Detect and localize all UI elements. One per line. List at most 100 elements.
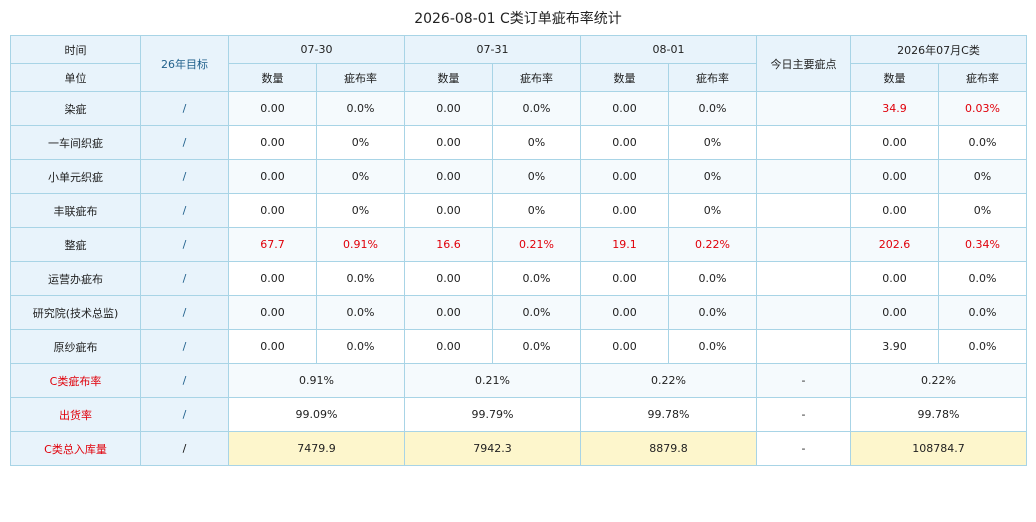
table-row: 整疵/67.7 0.91% 16.6 0.21% 19.1 0.22% 202.6 0.34% — [10, 227, 1028, 262]
qty-cell: 0.00 — [580, 159, 669, 194]
header-row-time: 时间 26年目标 07-30 07-31 08-01 今日主要疵点 2026年0… — [10, 35, 1028, 92]
table-row: 一车间织疵/0.00 0% 0.00 0% 0.00 0% 0.00 0.0% — [10, 125, 1028, 160]
key-points-cell — [756, 227, 851, 262]
key-points-cell — [756, 295, 851, 330]
key-points-cell — [756, 159, 851, 194]
summary-value-cell: 0.21% — [404, 363, 581, 398]
qty-cell: 0.00 — [404, 91, 493, 126]
qty-cell: 0.00 — [580, 329, 669, 364]
rate-cell: 0% — [492, 159, 581, 194]
month-rate-cell: 0.0% — [937, 329, 1028, 364]
unit-header: 单位 — [10, 63, 141, 92]
rate-cell: 0.0% — [492, 295, 581, 330]
key-points-header: 今日主要疵点 — [756, 35, 851, 92]
target-cell: / — [140, 227, 229, 262]
month-qty-cell: 202.6 — [850, 227, 939, 262]
qty-cell: 0.00 — [228, 125, 317, 160]
row-label: 研究院(技术总监) — [10, 295, 141, 330]
month-rate-cell: 0.0% — [937, 125, 1028, 160]
date-header-2: 07-31 — [404, 35, 581, 64]
qty-cell: 0.00 — [580, 91, 669, 126]
target-header: 26年目标 — [140, 35, 229, 92]
qty-cell: 0.00 — [228, 261, 317, 296]
target-cell: / — [140, 261, 229, 296]
month-rate-cell: 0% — [937, 159, 1028, 194]
time-header: 时间 — [10, 35, 141, 64]
month-summary-cell: 99.78% — [849, 397, 1028, 432]
qty-cell: 0.00 — [404, 159, 493, 194]
qty-header: 数量 — [404, 63, 493, 92]
qty-header: 数量 — [228, 63, 317, 92]
rate-cell: 0% — [316, 193, 405, 228]
qty-cell: 0.00 — [228, 91, 317, 126]
row-label: 丰联疵布 — [10, 193, 141, 228]
row-label: 一车间织疵 — [10, 125, 141, 160]
month-summary-cell: 108784.7 — [849, 431, 1028, 466]
rate-cell: 0.0% — [492, 329, 581, 364]
summary-value-cell: 99.78% — [580, 397, 757, 432]
summary-label: C类总入库量 — [10, 431, 141, 466]
rate-cell: 0.21% — [492, 227, 581, 262]
rate-cell: 0.0% — [668, 91, 757, 126]
row-label: 小单元织疵 — [10, 159, 141, 194]
rate-cell: 0.22% — [668, 227, 757, 262]
rate-cell: 0.91% — [316, 227, 405, 262]
row-label: 运营办疵布 — [10, 261, 141, 296]
summary-value-cell: 99.79% — [404, 397, 581, 432]
summary-row: C类总入库量/7479.9 7942.3 8879.8-108784.7 — [10, 431, 1028, 466]
target-cell: / — [140, 91, 229, 126]
qty-cell: 67.7 — [228, 227, 317, 262]
date-header-3: 08-01 — [580, 35, 757, 64]
key-points-cell: - — [756, 397, 851, 432]
rate-cell: 0.0% — [668, 261, 757, 296]
qty-cell: 0.00 — [580, 261, 669, 296]
row-label: 原纱疵布 — [10, 329, 141, 364]
rate-cell: 0.0% — [316, 329, 405, 364]
month-summary-cell: 0.22% — [849, 363, 1028, 398]
qty-cell: 16.6 — [404, 227, 493, 262]
qty-cell: 0.00 — [228, 193, 317, 228]
summary-value-cell: 0.91% — [228, 363, 405, 398]
qty-cell: 0.00 — [228, 295, 317, 330]
qty-cell: 0.00 — [404, 125, 493, 160]
target-cell: / — [140, 125, 229, 160]
summary-value-cell: 99.09% — [228, 397, 405, 432]
header-row-unit: 单位 数量 疵布率 数量 疵布率 数量 疵布率 数量 疵布率 — [10, 63, 1028, 92]
rate-cell: 0% — [492, 125, 581, 160]
rate-header: 疵布率 — [492, 63, 581, 92]
qty-cell: 0.00 — [228, 159, 317, 194]
qty-cell: 0.00 — [404, 261, 493, 296]
month-qty-cell: 0.00 — [850, 159, 939, 194]
key-points-cell — [756, 329, 851, 364]
qty-cell: 0.00 — [580, 125, 669, 160]
table-row: 染疵/0.00 0.0% 0.00 0.0% 0.00 0.0% 34.9 0.03% — [10, 91, 1028, 126]
key-points-cell — [756, 91, 851, 126]
table-row: 丰联疵布/0.00 0% 0.00 0% 0.00 0% 0.00 0% — [10, 193, 1028, 228]
qty-cell: 0.00 — [404, 329, 493, 364]
target-cell: / — [140, 397, 229, 432]
rate-cell: 0.0% — [668, 295, 757, 330]
page-title: 2026-08-01 C类订单疵布率统计 — [414, 11, 622, 27]
target-cell: / — [140, 363, 229, 398]
rate-header: 疵布率 — [316, 63, 405, 92]
table-row: 运营办疵布/0.00 0.0% 0.00 0.0% 0.00 0.0% 0.00 0.0% — [10, 261, 1028, 296]
key-points-cell: - — [756, 431, 851, 466]
key-points-cell — [756, 125, 851, 160]
month-rate-cell: 0.03% — [937, 91, 1028, 126]
qty-header: 数量 — [850, 63, 939, 92]
qty-cell: 19.1 — [580, 227, 669, 262]
target-cell: / — [140, 431, 229, 466]
rate-cell: 0.0% — [316, 295, 405, 330]
key-points-cell: - — [756, 363, 851, 398]
table-row: 研究院(技术总监)/0.00 0.0% 0.00 0.0% 0.00 0.0% 0.00 0.… — [10, 295, 1028, 330]
qty-cell: 0.00 — [404, 295, 493, 330]
summary-value-cell: 8879.8 — [580, 431, 757, 466]
rate-cell: 0% — [316, 159, 405, 194]
rate-cell: 0.0% — [316, 91, 405, 126]
month-rate-cell: 0.0% — [937, 295, 1028, 330]
rate-cell: 0% — [316, 125, 405, 160]
rate-cell: 0.0% — [492, 261, 581, 296]
target-cell: / — [140, 193, 229, 228]
summary-value-cell: 7479.9 — [228, 431, 405, 466]
summary-row: C类疵布率/0.91% 0.21% 0.22% -0.22% — [10, 363, 1028, 398]
